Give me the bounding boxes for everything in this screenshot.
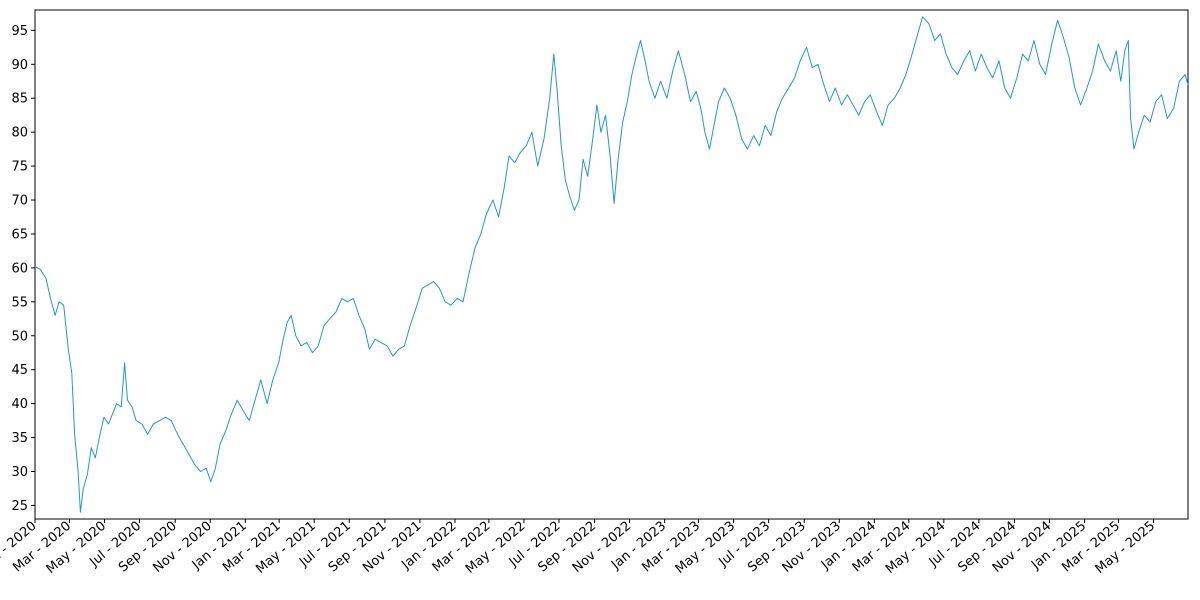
y-tick-label: 60 (11, 261, 28, 276)
y-axis: 25 30 35 40 45 50 55 60 65 70 75 80 85 90 95 (11, 24, 35, 514)
y-tick-label: 30 (11, 465, 28, 480)
y-tick-label: 80 (11, 126, 28, 141)
series-line-0 (34, 16, 1189, 513)
y-tick-label: 35 (11, 431, 28, 446)
y-tick-label: 90 (11, 58, 28, 73)
y-tick-label: 25 (11, 499, 28, 514)
y-tick-label: 55 (11, 295, 28, 310)
y-tick-label: 85 (11, 92, 28, 107)
y-tick-label: 95 (11, 24, 28, 39)
y-tick-label: 40 (11, 397, 28, 412)
plot-frame (34, 9, 1189, 520)
y-tick-label: 45 (11, 363, 28, 378)
y-tick-label: 65 (11, 227, 28, 242)
y-tick-label: 75 (11, 160, 28, 175)
plot-area (34, 9, 1189, 520)
y-tick-label: 50 (11, 329, 28, 344)
y-tick-label: 70 (11, 194, 28, 209)
